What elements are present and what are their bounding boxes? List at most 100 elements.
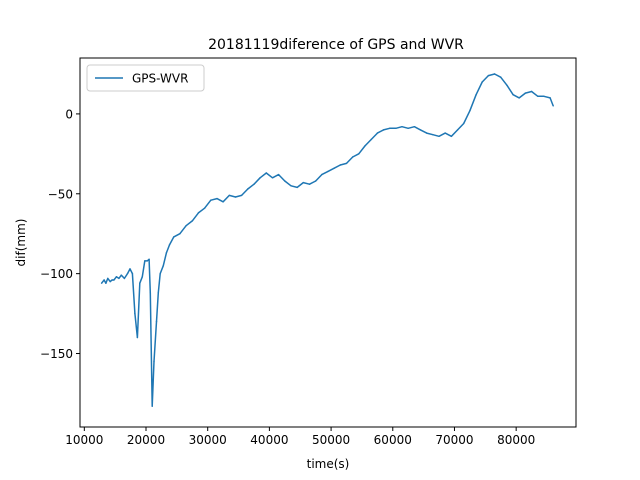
data-point: [450, 135, 453, 137]
data-point: [234, 196, 237, 198]
data-point: [149, 292, 151, 294]
data-point: [103, 279, 105, 281]
x-tick-label: 70000: [435, 433, 473, 447]
data-point: [136, 336, 139, 339]
data-point: [162, 265, 164, 267]
data-point: [389, 127, 391, 129]
data-point: [168, 244, 171, 246]
data-point: [500, 76, 502, 78]
data-point: [345, 162, 348, 165]
data-point: [100, 282, 103, 284]
data-point: [151, 405, 153, 407]
data-point: [277, 173, 280, 176]
data-point: [253, 183, 255, 185]
data-point: [126, 272, 129, 275]
data-point: [210, 199, 212, 201]
y-axis-label: dif(mm): [14, 219, 28, 267]
x-tick-label: 20000: [127, 433, 165, 447]
data-point: [259, 177, 261, 179]
data-point: [352, 156, 354, 158]
data-point: [524, 92, 527, 94]
data-point: [358, 153, 360, 155]
data-point: [413, 126, 416, 128]
axis-ticks: 10000 20000 30000 40000 50000 60000 70000 80000…: [40, 107, 535, 447]
legend-box: [86, 64, 205, 92]
x-tick-label: 40000: [250, 433, 288, 447]
x-tick-label: 50000: [312, 433, 350, 447]
x-tick-label: 30000: [189, 433, 227, 447]
data-point: [530, 90, 533, 93]
data-point: [382, 129, 385, 131]
data-point: [339, 164, 341, 166]
data-point: [284, 180, 286, 182]
data-point: [290, 185, 292, 187]
data-point: [395, 127, 397, 129]
data-point: [401, 126, 403, 128]
data-point: [327, 170, 329, 173]
data-point: [165, 252, 168, 254]
data-point: [552, 105, 554, 107]
data-point: [315, 180, 317, 182]
data-point: [144, 260, 146, 262]
data-point: [247, 188, 249, 190]
data-point: [506, 84, 508, 86]
data-point: [456, 129, 459, 131]
data-point: [407, 127, 409, 129]
chart-title: 20181119diference of GPS and WVR: [208, 37, 464, 53]
data-point: [123, 277, 126, 280]
data-point: [111, 279, 113, 281]
data-point: [105, 282, 107, 284]
data-point: [271, 177, 274, 179]
data-point: [120, 274, 123, 276]
data-point: [155, 320, 158, 323]
y-tick-label: −50: [48, 187, 73, 201]
data-point: [109, 280, 111, 283]
data-point: [376, 132, 379, 134]
x-tick-label: 10000: [65, 433, 103, 447]
data-point: [173, 236, 175, 238]
data-point: [302, 181, 304, 184]
data-point: [118, 277, 120, 280]
data-point: [518, 97, 520, 99]
y-tick-label: −100: [40, 267, 73, 281]
data-point: [185, 225, 187, 227]
data-point: [469, 110, 471, 112]
data-point: [228, 194, 230, 197]
data-point: [370, 138, 372, 141]
data-point: [139, 282, 141, 284]
data-point: [364, 145, 366, 147]
data-point: [179, 233, 181, 235]
data-point: [308, 183, 311, 185]
data-point: [463, 122, 465, 125]
data-point: [265, 172, 267, 174]
data-point: [537, 95, 539, 98]
data-point: [197, 212, 200, 214]
x-axis-label: time(s): [307, 457, 350, 471]
x-tick-label: 60000: [374, 433, 412, 447]
data-point: [148, 258, 150, 260]
data-point: [426, 132, 428, 134]
data-point: [543, 95, 545, 98]
legend-label: GPS-WVR: [132, 72, 188, 86]
data-point: [216, 197, 218, 200]
data-point: [481, 81, 483, 83]
data-point: [146, 260, 148, 262]
data-point: [141, 276, 143, 278]
y-tick-label: 0: [65, 107, 73, 121]
data-point: [240, 194, 243, 197]
series-points: [100, 73, 554, 407]
data-point: [549, 97, 551, 99]
data-point: [321, 173, 323, 176]
plot-area: [79, 57, 577, 428]
x-tick-label: 80000: [497, 433, 535, 447]
legend: GPS-WVR: [86, 64, 205, 92]
data-point: [487, 74, 490, 77]
data-point: [444, 132, 446, 134]
data-point: [191, 220, 193, 222]
data-point: [432, 134, 434, 136]
data-point: [134, 312, 136, 315]
data-point: [129, 268, 131, 270]
data-point: [438, 135, 440, 137]
data-point: [222, 201, 224, 203]
